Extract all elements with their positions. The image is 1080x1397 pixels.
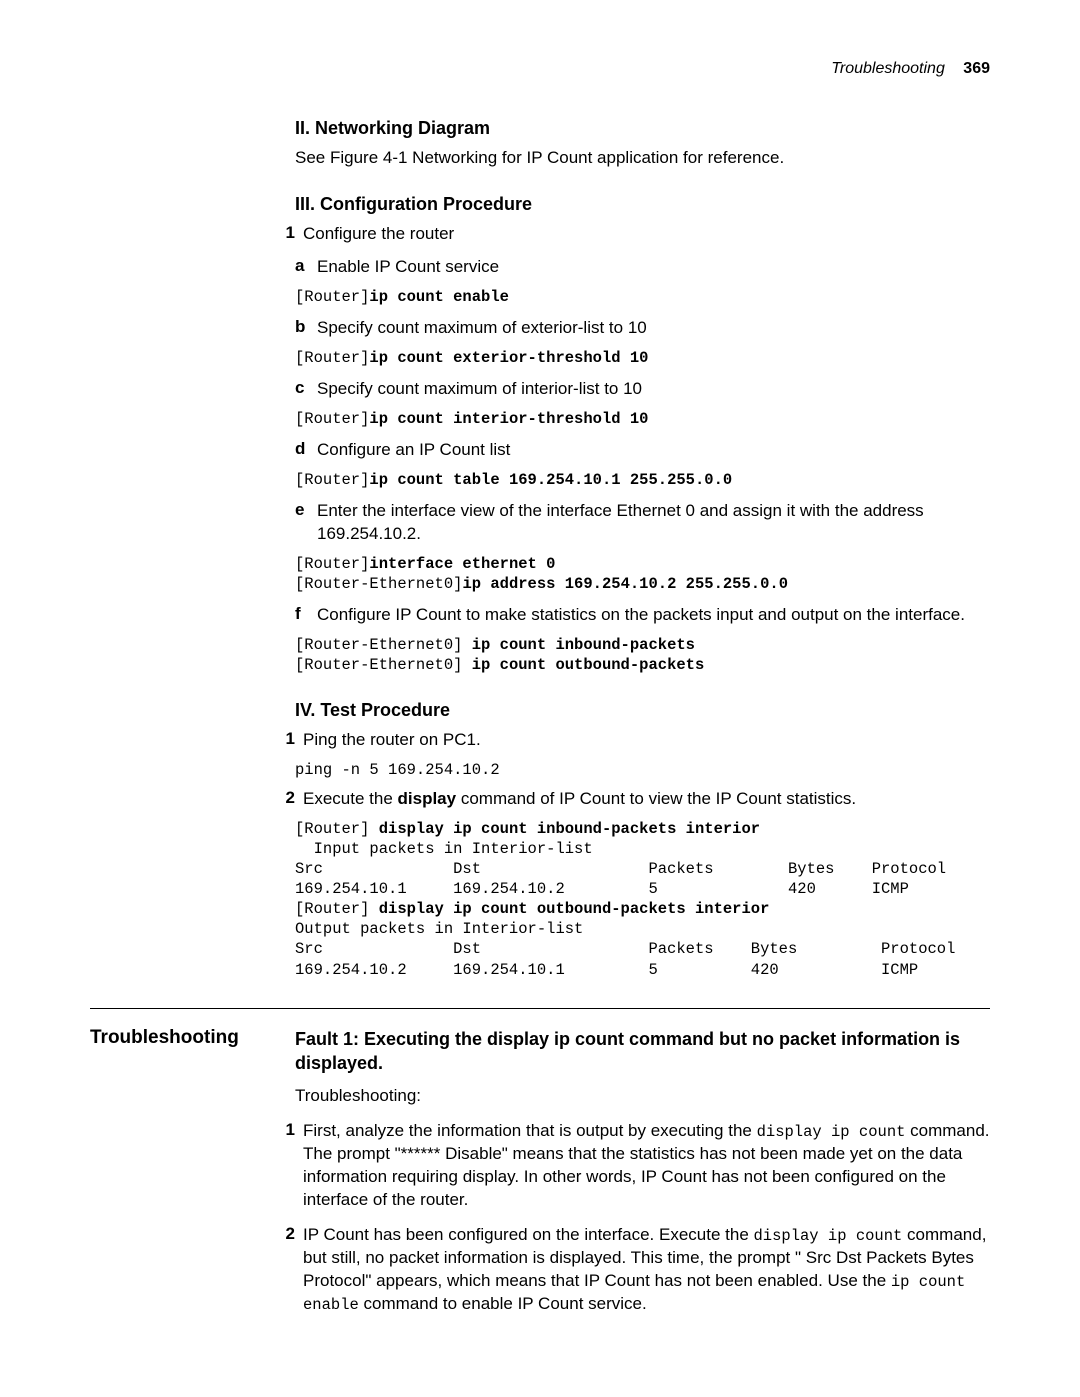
step-1-text: Configure the router [303,223,990,246]
out1-line2: Input packets in Interior-list [295,840,593,858]
substep-d-letter: d [295,439,317,462]
ts-step-1-num: 1 [269,1120,303,1212]
out1-hdr: Src Dst Packets Bytes Protocol [295,860,946,878]
side-heading-troubleshooting: Troubleshooting [90,1027,295,1320]
substep-a-letter: a [295,256,317,279]
step-1: 1 Configure the router [295,223,990,246]
code-e2-prompt: [Router-Ethernet0] [295,575,462,593]
section-networking-diagram: II. Networking Diagram See Figure 4-1 Ne… [295,118,990,215]
page: Troubleshooting 369 II. Networking Diagr… [0,0,1080,1397]
code-c: [Router]ip count interior-threshold 10 [295,409,990,429]
substep-d: d Configure an IP Count list [295,439,990,462]
config-steps: 1 Configure the router a Enable IP Count… [295,223,990,980]
out1-row: 169.254.10.1 169.254.10.2 5 420 ICMP [295,880,909,898]
substep-e: e Enter the interface view of the interf… [295,500,990,546]
code-b-prompt: [Router] [295,349,369,367]
code-f1-prompt: [Router-Ethernet0] [295,636,472,654]
page-number: 369 [963,60,990,77]
ts-step-2-text: IP Count has been configured on the inte… [303,1224,990,1316]
code-a-prompt: [Router] [295,288,369,306]
code-ping: ping -n 5 169.254.10.2 [295,760,990,780]
out2-prompt: [Router] [295,900,379,918]
troubleshooting-section: Troubleshooting Fault 1: Executing the d… [90,1027,990,1320]
troubleshooting-body: Fault 1: Executing the display ip count … [295,1027,990,1320]
test-step-1-text: Ping the router on PC1. [303,729,990,752]
substep-e-text: Enter the interface view of the interfac… [317,500,990,546]
code-c-cmd: ip count interior-threshold 10 [369,410,648,428]
code-b-cmd: ip count exterior-threshold 10 [369,349,648,367]
substep-a-text: Enable IP Count service [317,256,990,279]
step-1-num: 1 [269,223,303,246]
substep-f-letter: f [295,604,317,627]
heading-test-procedure: IV. Test Procedure [295,700,990,721]
inline-code-display-ip-count: display ip count [757,1123,906,1141]
out1-prompt: [Router] [295,820,379,838]
substep-a: a Enable IP Count service [295,256,990,279]
code-d-cmd: ip count table 169.254.10.1 255.255.0.0 [369,471,732,489]
code-a: [Router]ip count enable [295,287,990,307]
code-b: [Router]ip count exterior-threshold 10 [295,348,990,368]
header-title: Troubleshooting [831,60,945,77]
ts-step-2: 2 IP Count has been configured on the in… [295,1224,990,1316]
code-d-prompt: [Router] [295,471,369,489]
running-header: Troubleshooting 369 [90,60,990,78]
substep-b-text: Specify count maximum of exterior-list t… [317,317,990,340]
test-step-2-text: Execute the display command of IP Count … [303,788,990,811]
inline-code-display-ip-count-2: display ip count [754,1227,903,1245]
fault-1-title: Fault 1: Executing the display ip count … [295,1027,990,1076]
substep-f-text: Configure IP Count to make statistics on… [317,604,990,627]
code-f2-cmd: ip count outbound-packets [472,656,705,674]
substep-c-text: Specify count maximum of interior-list t… [317,378,990,401]
code-e2-cmd: ip address 169.254.10.2 255.255.0.0 [462,575,788,593]
code-f: [Router-Ethernet0] ip count inbound-pack… [295,635,990,675]
out2-line2: Output packets in Interior-list [295,920,583,938]
test-step-1: 1 Ping the router on PC1. [295,729,990,752]
substep-b-letter: b [295,317,317,340]
substep-b: b Specify count maximum of exterior-list… [295,317,990,340]
substep-c-letter: c [295,378,317,401]
out2-row: 169.254.10.2 169.254.10.1 5 420 ICMP [295,961,918,979]
section-divider [90,1008,990,1009]
text-networking: See Figure 4-1 Networking for IP Count a… [295,147,990,170]
substep-c: c Specify count maximum of interior-list… [295,378,990,401]
code-e: [Router]interface ethernet 0 [Router-Eth… [295,554,990,594]
ts-step-2-num: 2 [269,1224,303,1316]
substep-e-letter: e [295,500,317,546]
heading-config-procedure: III. Configuration Procedure [295,194,990,215]
test-step-2-num: 2 [269,788,303,811]
troubleshooting-intro: Troubleshooting: [295,1085,990,1108]
code-f1-cmd: ip count inbound-packets [472,636,695,654]
code-c-prompt: [Router] [295,410,369,428]
code-e1-prompt: [Router] [295,555,369,573]
out2-cmd: display ip count outbound-packets interi… [379,900,770,918]
out1-cmd: display ip count inbound-packets interio… [379,820,760,838]
ts-step-1-text: First, analyze the information that is o… [303,1120,990,1212]
code-e1-cmd: interface ethernet 0 [369,555,555,573]
out2-hdr: Src Dst Packets Bytes Protocol [295,940,955,958]
substep-f: f Configure IP Count to make statistics … [295,604,990,627]
code-a-cmd: ip count enable [369,288,509,306]
ts-step-1: 1 First, analyze the information that is… [295,1120,990,1212]
test-step-1-num: 1 [269,729,303,752]
substep-d-text: Configure an IP Count list [317,439,990,462]
heading-networking: II. Networking Diagram [295,118,990,139]
code-f2-prompt: [Router-Ethernet0] [295,656,472,674]
output-block: [Router] display ip count inbound-packet… [295,819,990,980]
test-step-2: 2 Execute the display command of IP Coun… [295,788,990,811]
code-d: [Router]ip count table 169.254.10.1 255.… [295,470,990,490]
